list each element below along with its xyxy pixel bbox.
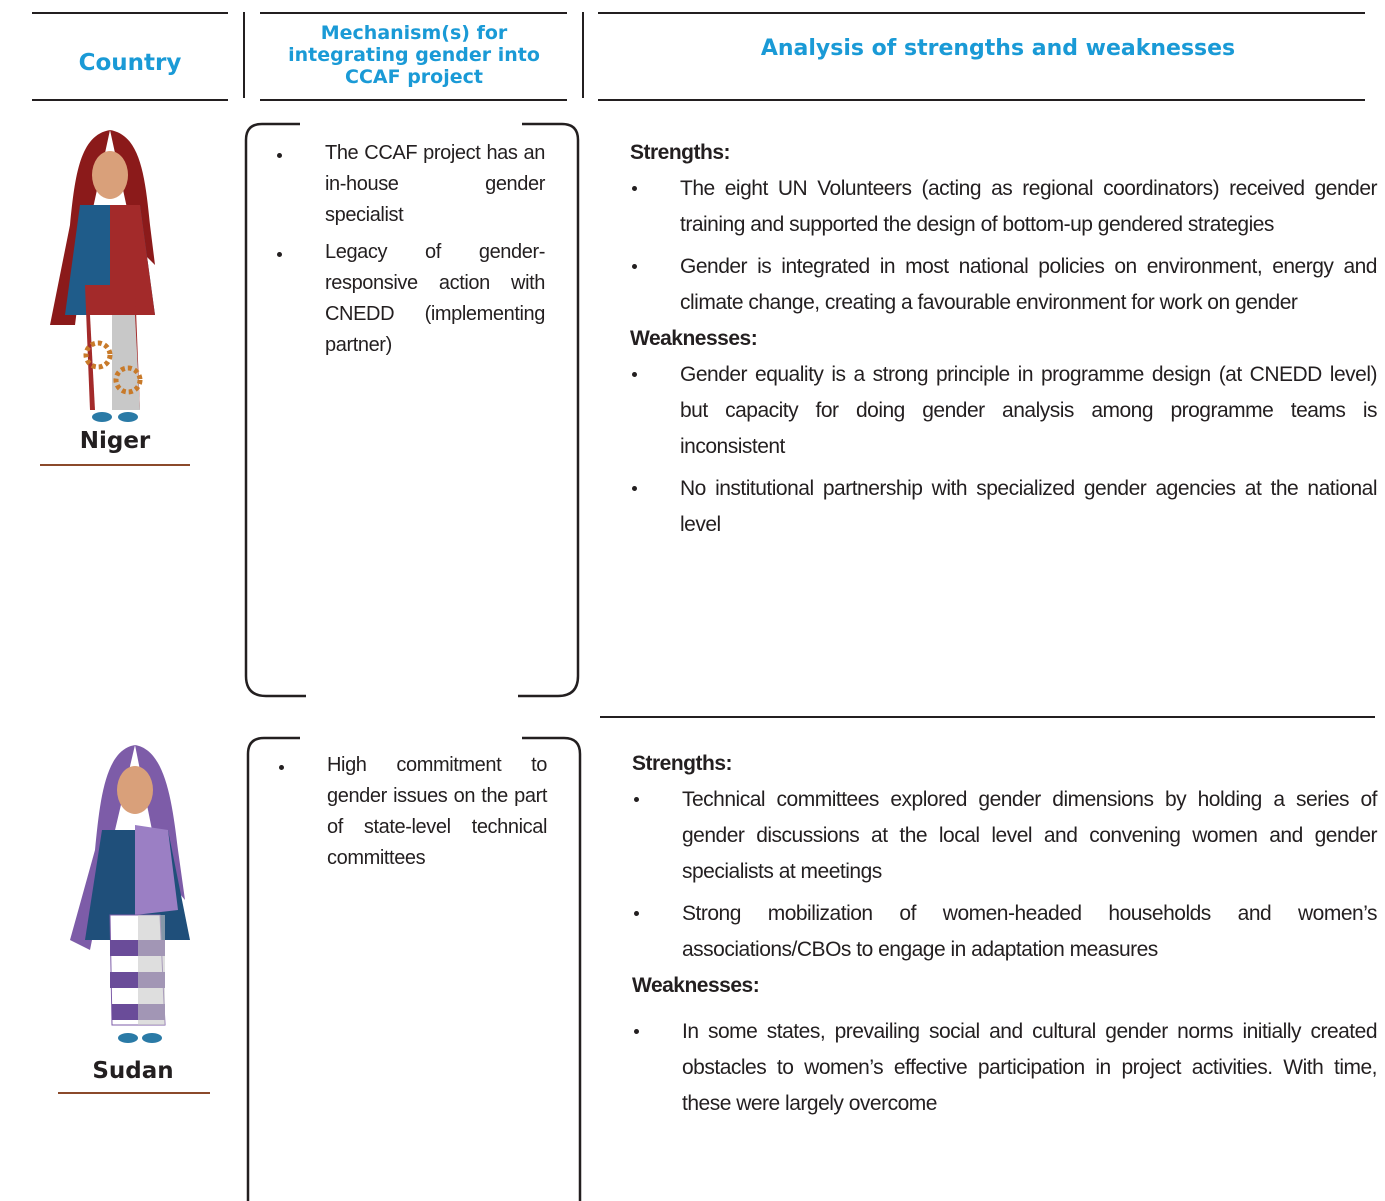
analysis: Strengths: The eight UN Volunteers (actin… bbox=[630, 137, 1378, 549]
country-name: Sudan bbox=[92, 1058, 174, 1084]
rule bbox=[598, 12, 1365, 14]
bullet-item: Strong mobilization of women-headed hous… bbox=[632, 896, 1378, 968]
strengths-label: Strengths: bbox=[630, 141, 731, 164]
bullet-item: Gender is integrated in most national po… bbox=[630, 249, 1378, 321]
bullet bbox=[634, 1029, 639, 1034]
country-underline bbox=[40, 464, 190, 466]
weaknesses-label: Weaknesses: bbox=[630, 327, 758, 350]
bullet-text: Legacy of gender-responsive action with … bbox=[325, 241, 545, 356]
bullet-item: The CCAF project has an in-house gender … bbox=[275, 138, 545, 231]
bullet-text: Gender equality is a strong principle in… bbox=[680, 363, 1378, 458]
bullet-text: High commitment to gender issues on the … bbox=[327, 754, 547, 869]
bullet bbox=[277, 252, 282, 257]
bullet-text: Strong mobilization of women-headed hous… bbox=[682, 902, 1378, 961]
rule bbox=[260, 99, 567, 101]
divider bbox=[582, 12, 584, 98]
bullet-text: The CCAF project has an in-house gender … bbox=[325, 142, 545, 226]
bullet-item: High commitment to gender issues on the … bbox=[277, 750, 547, 874]
bullet-text: The eight UN Volunteers (acting as regio… bbox=[680, 177, 1378, 236]
bullet-item: Technical committees explored gender dim… bbox=[632, 782, 1378, 890]
row-divider bbox=[600, 716, 1375, 718]
bullet-item: Legacy of gender-responsive action with … bbox=[275, 237, 545, 361]
country-underline bbox=[58, 1092, 210, 1094]
divider bbox=[243, 12, 245, 98]
bullet bbox=[634, 911, 639, 916]
bullet-item: No institutional partnership with specia… bbox=[630, 471, 1378, 543]
country-name: Niger bbox=[79, 428, 151, 454]
bullet-text: No institutional partnership with specia… bbox=[680, 477, 1378, 536]
header-country: Country bbox=[78, 50, 182, 76]
rule bbox=[32, 99, 228, 101]
analysis: Strengths: Technical committees explored … bbox=[632, 748, 1378, 1128]
bullet bbox=[632, 372, 637, 377]
bullet bbox=[279, 765, 284, 770]
bullet-item: Gender equality is a strong principle in… bbox=[630, 357, 1378, 465]
strengths-label: Strengths: bbox=[632, 752, 733, 775]
bullet bbox=[277, 153, 282, 158]
rule bbox=[260, 12, 567, 14]
header-analysis: Analysis of strengths and weaknesses bbox=[760, 36, 1236, 61]
figure-sudan bbox=[70, 745, 190, 1043]
bullet-item: In some states, prevailing social and cu… bbox=[632, 1014, 1378, 1122]
bullet-item: The eight UN Volunteers (acting as regio… bbox=[630, 171, 1378, 243]
bracket-frames bbox=[244, 122, 582, 1201]
bullet bbox=[632, 486, 637, 491]
header-mechanism: Mechanism(s) for integrating gender into… bbox=[288, 22, 540, 88]
rule bbox=[598, 99, 1365, 101]
weaknesses-label: Weaknesses: bbox=[632, 974, 760, 997]
bullet-text: In some states, prevailing social and cu… bbox=[682, 1020, 1378, 1115]
rule bbox=[32, 12, 228, 14]
figure-niger bbox=[50, 130, 155, 422]
bullet-text: Gender is integrated in most national po… bbox=[680, 255, 1378, 314]
bullet bbox=[632, 186, 637, 191]
mechanisms: The CCAF project has an in-house gender … bbox=[275, 138, 545, 367]
bullet bbox=[634, 797, 639, 802]
bullet bbox=[632, 264, 637, 269]
mechanisms: High commitment to gender issues on the … bbox=[277, 750, 547, 880]
bullet-text: Technical committees explored gender dim… bbox=[682, 788, 1378, 883]
